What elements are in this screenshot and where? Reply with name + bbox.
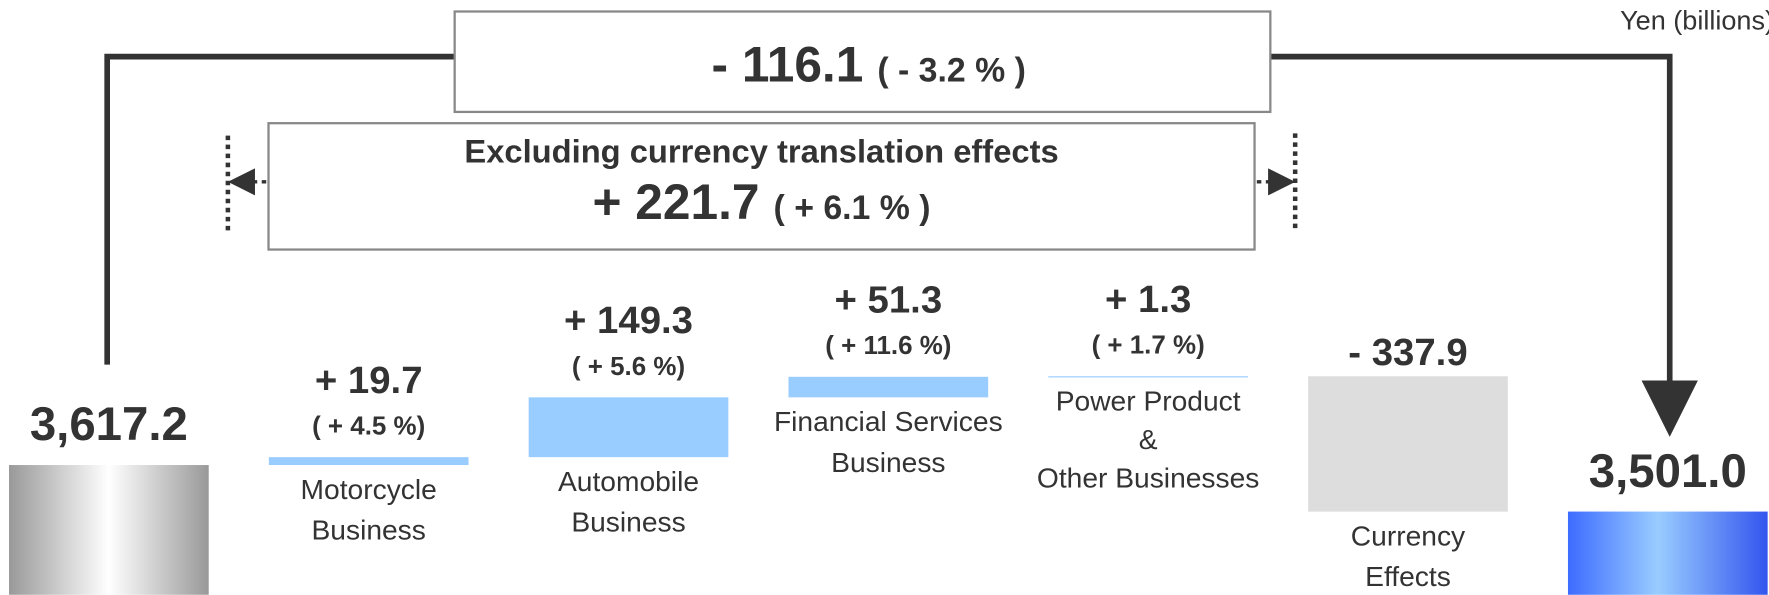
value-label: + 149.3	[564, 299, 693, 342]
value-label: + 51.3	[834, 278, 942, 321]
category-label: Financial Services	[774, 405, 1003, 437]
excluding-change: + 221.7 ( + 6.1 % )	[593, 174, 931, 230]
total-change-box	[453, 10, 1272, 114]
bar	[528, 397, 729, 458]
value-label: + 1.3	[1105, 278, 1191, 321]
excluding-box	[267, 122, 1256, 251]
bar	[1567, 511, 1768, 595]
total-change: - 116.1 ( - 3.2 % )	[712, 36, 1026, 92]
excluding-change-value: + 221.7	[593, 174, 760, 230]
bracket-arrow	[1270, 53, 1698, 437]
bar	[788, 376, 989, 398]
percent-label: ( + 5.6 %)	[572, 353, 685, 381]
total-change-value: - 116.1	[712, 36, 864, 92]
percent-label: ( + 1.7 %)	[1092, 332, 1205, 360]
bar	[268, 457, 469, 466]
value-label: - 337.9	[1348, 331, 1467, 374]
value-label: 3,501.0	[1589, 445, 1747, 498]
category-label: Effects	[1365, 560, 1451, 592]
category-label: Automobile	[558, 465, 699, 497]
category-label: Currency	[1351, 519, 1466, 551]
value-label: 3,617.2	[30, 398, 188, 451]
category-label: Business	[571, 506, 685, 538]
category-label: Business	[312, 513, 426, 545]
excluding-change-percent: ( + 6.1 % )	[774, 189, 931, 227]
unit-label: Yen (billions)	[1620, 5, 1769, 36]
bar	[9, 465, 209, 595]
category-label: &	[1139, 423, 1158, 455]
value-label: + 19.7	[315, 359, 423, 402]
category-label: Power Product	[1056, 385, 1241, 417]
bracket	[104, 53, 455, 365]
percent-label: ( + 11.6 %)	[825, 332, 951, 360]
category-label: Business	[831, 446, 945, 478]
bar	[1048, 376, 1249, 378]
excluding-title: Excluding currency translation effects	[464, 133, 1058, 170]
category-label: Other Businesses	[1037, 461, 1259, 493]
percent-label: ( + 4.5 %)	[312, 413, 425, 441]
bar	[1308, 376, 1508, 512]
category-label: Motorcycle	[301, 473, 437, 505]
total-change-percent: ( - 3.2 % )	[877, 51, 1026, 89]
